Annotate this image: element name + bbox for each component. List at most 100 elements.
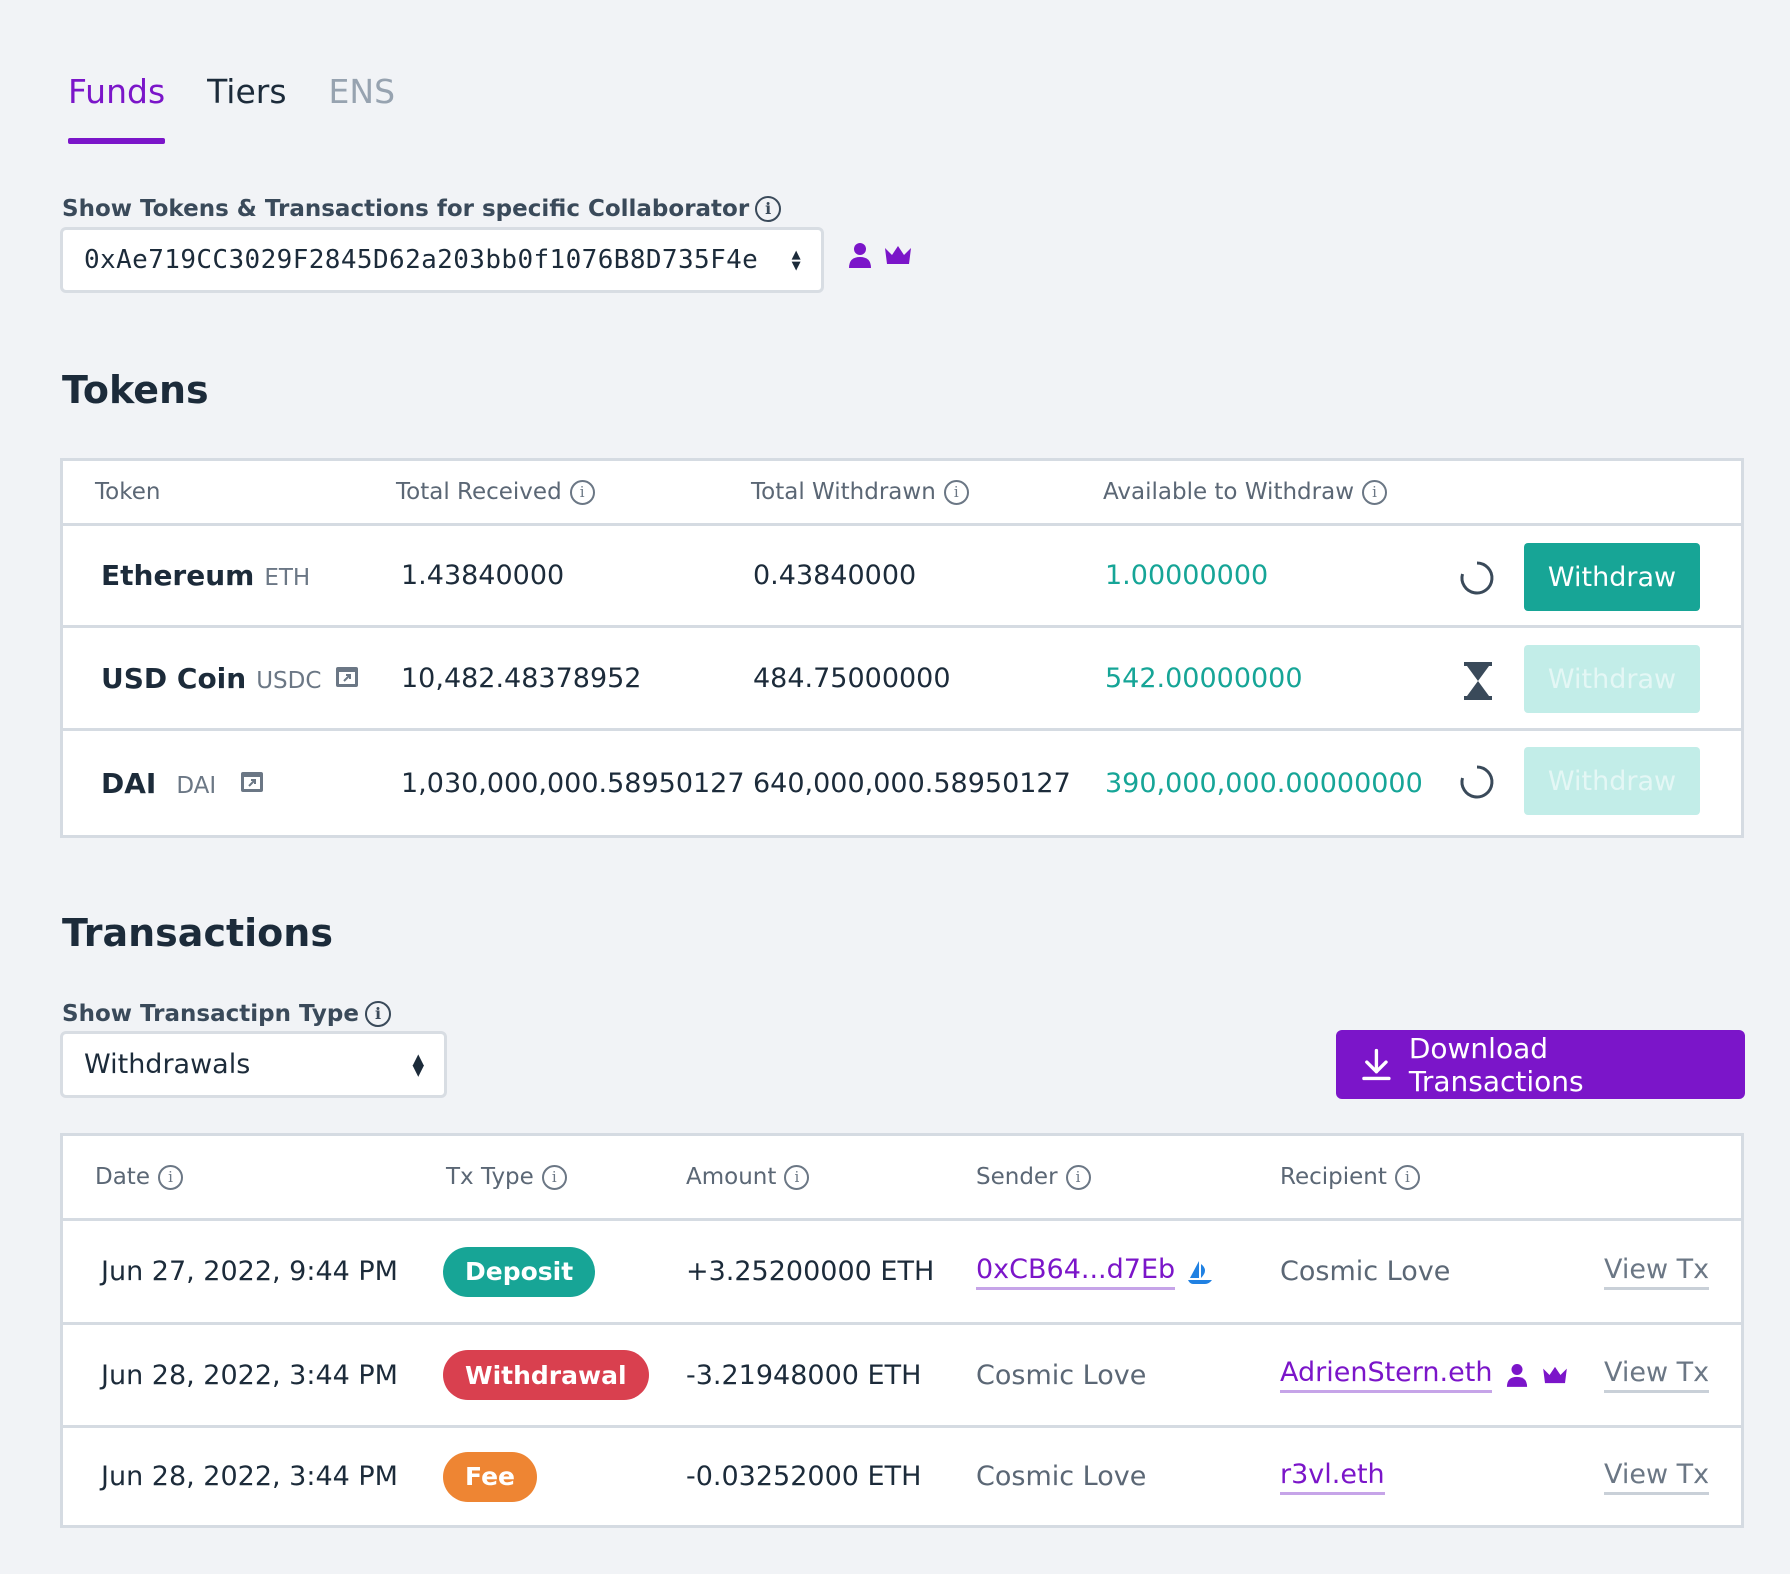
transactions-heading: Transactions bbox=[62, 911, 333, 955]
tx-amount: -3.21948000 ETH bbox=[686, 1359, 922, 1391]
available-amount: 390,000,000.00000000 bbox=[1105, 767, 1423, 799]
tab-bar: Funds Tiers ENS bbox=[68, 60, 395, 146]
tokens-table-header: Token Total Received i Total Withdrawn i A… bbox=[63, 461, 1741, 526]
total-received: 1,030,000,000.58950127 bbox=[401, 767, 745, 799]
crown-icon bbox=[885, 246, 911, 264]
tx-recipient: Cosmic Love bbox=[1280, 1256, 1451, 1287]
info-icon[interactable]: i bbox=[1065, 1164, 1091, 1190]
collaborator-select[interactable]: 0xAe719CC3029F2845D62a203bb0f1076B8D735F… bbox=[60, 227, 824, 293]
transaction-type-value: Withdrawals bbox=[84, 1049, 251, 1080]
info-icon[interactable]: i bbox=[784, 1164, 810, 1190]
token-cell: Ethereum ETH bbox=[101, 559, 310, 592]
total-withdrawn: 0.43840000 bbox=[753, 560, 917, 591]
download-transactions-button[interactable]: Download Transactions bbox=[1336, 1030, 1745, 1099]
recipient-link[interactable]: AdrienStern.eth bbox=[1280, 1357, 1493, 1393]
header-date-label: Date bbox=[95, 1164, 150, 1190]
tx-type-badge: Deposit bbox=[443, 1246, 596, 1297]
circle-icon bbox=[1460, 765, 1494, 799]
tx-sender: Cosmic Love bbox=[976, 1461, 1147, 1492]
download-transactions-label: Download Transactions bbox=[1408, 1031, 1584, 1098]
header-available-label: Available to Withdraw bbox=[1103, 479, 1355, 505]
header-recipient: Recipient i bbox=[1280, 1164, 1420, 1190]
opensea-icon[interactable] bbox=[1187, 1259, 1213, 1285]
total-withdrawn: 640,000,000.58950127 bbox=[753, 767, 1071, 799]
person-icon bbox=[1507, 1364, 1528, 1387]
info-icon[interactable]: i bbox=[755, 196, 782, 222]
token-row: USD Coin USDC 10,482.48378952 484.750000… bbox=[63, 628, 1741, 731]
token-name: Ethereum bbox=[101, 559, 255, 592]
available-amount: 1.00000000 bbox=[1105, 560, 1269, 591]
header-date: Date i bbox=[95, 1164, 183, 1190]
header-sender: Sender i bbox=[976, 1164, 1091, 1190]
info-icon[interactable]: i bbox=[569, 479, 595, 505]
transaction-row: Jun 27, 2022, 9:44 PM Deposit +3.2520000… bbox=[63, 1221, 1741, 1325]
tx-sender: 0xCB64...d7Eb bbox=[976, 1254, 1213, 1290]
total-received: 10,482.48378952 bbox=[401, 662, 642, 694]
transactions-table-header: Date i Tx Type i Amount i Sender i Recipient… bbox=[63, 1136, 1741, 1221]
token-name: USD Coin bbox=[101, 661, 247, 695]
download-icon bbox=[1362, 1048, 1391, 1080]
select-arrows-icon: ▲ ▼ bbox=[791, 245, 801, 274]
total-withdrawn: 484.75000000 bbox=[753, 662, 951, 694]
token-symbol: ETH bbox=[264, 565, 311, 591]
withdraw-button[interactable]: Withdraw bbox=[1524, 543, 1700, 611]
info-icon[interactable]: i bbox=[1394, 1164, 1420, 1190]
header-total-withdrawn: Total Withdrawn i bbox=[751, 479, 969, 505]
tab-funds[interactable]: Funds bbox=[68, 60, 166, 146]
total-received: 1.43840000 bbox=[401, 560, 565, 591]
circle-icon bbox=[1460, 561, 1494, 595]
info-icon[interactable]: i bbox=[943, 479, 969, 505]
info-icon[interactable]: i bbox=[364, 1001, 391, 1027]
crown-icon bbox=[1543, 1366, 1568, 1384]
tokens-heading: Tokens bbox=[62, 368, 209, 412]
tab-tiers[interactable]: Tiers bbox=[207, 72, 287, 111]
tab-ens[interactable]: ENS bbox=[328, 72, 396, 111]
transaction-type-label: Show Transactipn Type bbox=[62, 1001, 359, 1027]
header-sender-label: Sender bbox=[976, 1164, 1058, 1190]
info-icon[interactable]: i bbox=[157, 1164, 183, 1190]
header-withdrawn-label: Total Withdrawn bbox=[751, 479, 936, 505]
select-arrows-icon: ▲ ▼ bbox=[412, 1049, 424, 1079]
transactions-table: Date i Tx Type i Amount i Sender i Recipient… bbox=[60, 1133, 1744, 1528]
header-available: Available to Withdraw i bbox=[1103, 479, 1388, 505]
header-received-label: Total Received bbox=[396, 479, 562, 505]
hourglass-icon bbox=[1464, 662, 1492, 700]
transaction-type-select[interactable]: Withdrawals ▲ ▼ bbox=[60, 1031, 447, 1098]
tx-type-badge: Fee bbox=[443, 1451, 537, 1502]
withdraw-button[interactable]: Withdraw bbox=[1524, 747, 1700, 815]
token-row: DAI DAI 1,030,000,000.58950127 640,000,0… bbox=[63, 731, 1741, 835]
header-token: Token bbox=[95, 479, 160, 505]
sender-link[interactable]: 0xCB64...d7Eb bbox=[976, 1254, 1176, 1290]
tx-amount: +3.25200000 ETH bbox=[686, 1256, 935, 1287]
transaction-row: Jun 28, 2022, 3:44 PM Withdrawal -3.2194… bbox=[63, 1325, 1741, 1428]
recipient-link[interactable]: r3vl.eth bbox=[1280, 1459, 1385, 1495]
view-tx-link[interactable]: View Tx bbox=[1604, 1254, 1710, 1290]
header-tx-type: Tx Type i bbox=[446, 1164, 567, 1190]
collaborator-label: Show Tokens & Transactions for specific … bbox=[62, 196, 750, 222]
header-amount: Amount i bbox=[686, 1164, 810, 1190]
collaborator-label-row: Show Tokens & Transactions for specific … bbox=[62, 196, 782, 222]
token-row: Ethereum ETH 1.43840000 0.43840000 1.000… bbox=[63, 526, 1741, 628]
info-icon[interactable]: i bbox=[1362, 479, 1388, 505]
token-cell: USD Coin USDC bbox=[101, 662, 359, 695]
token-name: DAI bbox=[101, 766, 157, 800]
available-amount: 542.00000000 bbox=[1105, 662, 1303, 694]
info-icon[interactable]: i bbox=[541, 1164, 567, 1190]
header-token-label: Token bbox=[95, 479, 161, 505]
tx-recipient: AdrienStern.eth bbox=[1280, 1357, 1568, 1393]
external-link-icon[interactable] bbox=[335, 666, 359, 688]
external-link-icon[interactable] bbox=[240, 771, 264, 793]
tx-date: Jun 27, 2022, 9:44 PM bbox=[101, 1256, 398, 1287]
withdraw-button[interactable]: Withdraw bbox=[1524, 645, 1700, 713]
transaction-type-label-row: Show Transactipn Type i bbox=[62, 1001, 391, 1027]
tx-type-badge: Withdrawal bbox=[443, 1350, 649, 1400]
collaborator-role-icons bbox=[848, 240, 912, 270]
transaction-row: Jun 28, 2022, 3:44 PM Fee -0.03252000 ET… bbox=[63, 1428, 1741, 1525]
tx-date: Jun 28, 2022, 3:44 PM bbox=[101, 1461, 398, 1492]
view-tx-link[interactable]: View Tx bbox=[1604, 1459, 1710, 1495]
view-tx-link[interactable]: View Tx bbox=[1604, 1357, 1710, 1393]
tx-sender: Cosmic Love bbox=[976, 1359, 1147, 1391]
collaborator-select-value: 0xAe719CC3029F2845D62a203bb0f1076B8D735F… bbox=[84, 245, 759, 275]
header-amount-label: Amount bbox=[686, 1164, 777, 1190]
token-symbol: DAI bbox=[176, 772, 217, 799]
